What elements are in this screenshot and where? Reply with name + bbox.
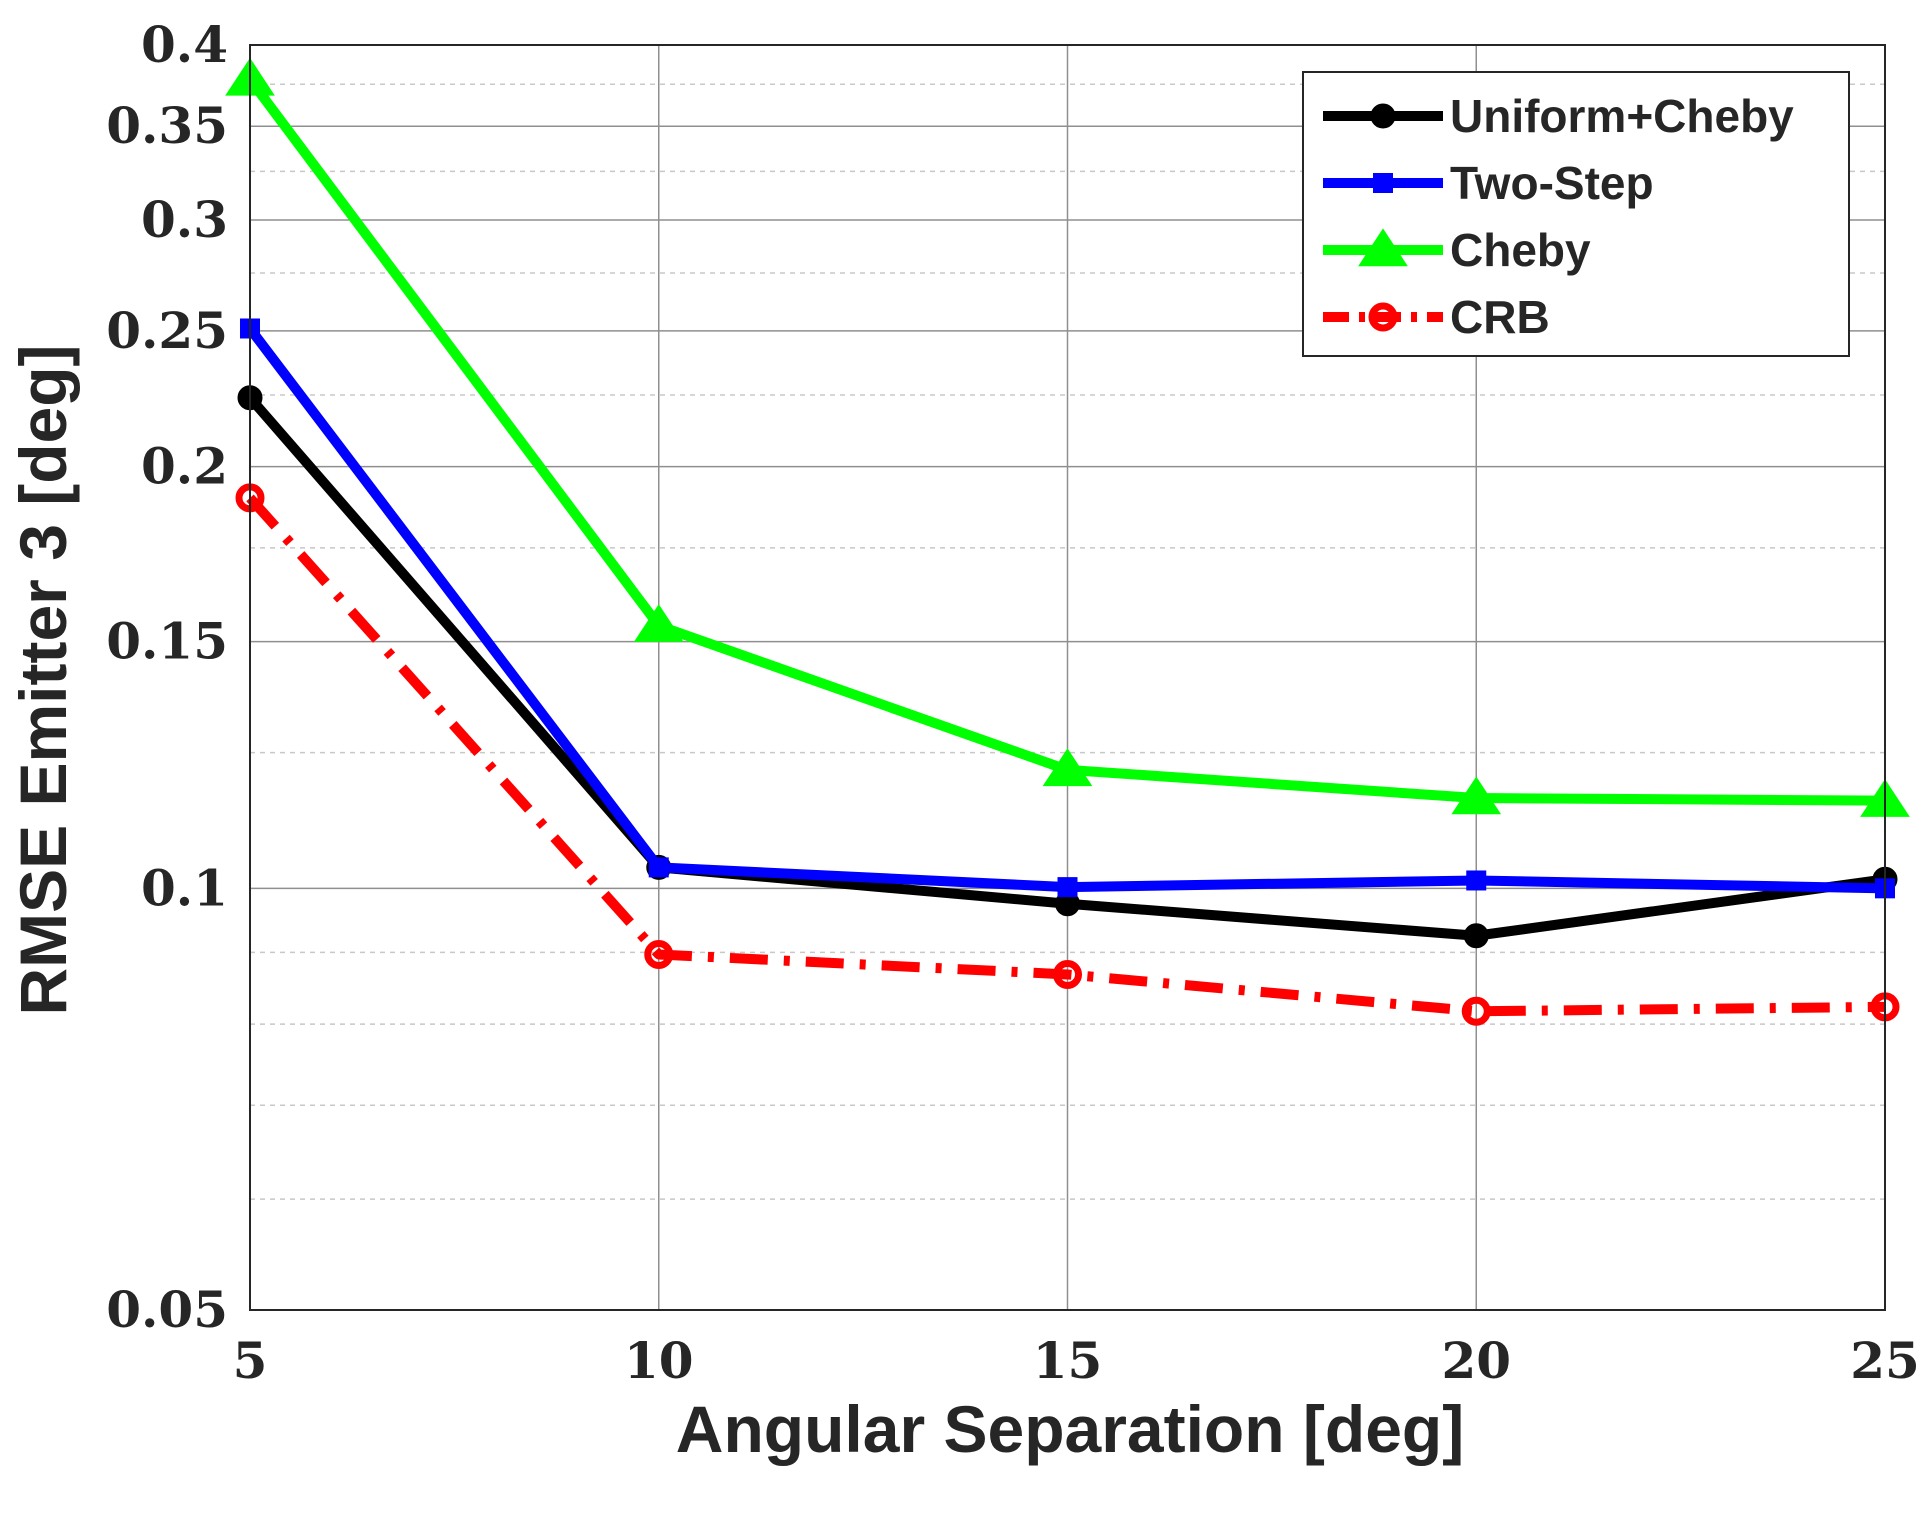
plot-series <box>225 57 1910 1026</box>
x-tick-label: 20 <box>1441 1331 1511 1390</box>
data-point <box>1042 748 1093 787</box>
y-tick-label: 0.2 <box>141 437 228 496</box>
y-axis-label: RMSE Emitter 3 [deg] <box>6 344 80 1015</box>
data-point <box>1373 173 1393 193</box>
y-tick-label: 0.1 <box>141 858 228 917</box>
data-point <box>1451 776 1502 815</box>
y-tick-label: 0.05 <box>106 1280 228 1339</box>
data-point <box>1466 870 1487 891</box>
data-point <box>1368 302 1398 332</box>
data-point <box>1057 877 1078 898</box>
y-tick-label: 0.4 <box>141 15 228 74</box>
data-point <box>644 939 674 969</box>
x-axis-label: Angular Separation [deg] <box>676 1392 1464 1466</box>
legend-label: CRB <box>1450 291 1550 343</box>
plot-frame <box>249 44 1886 1311</box>
legend-label: Cheby <box>1450 224 1591 276</box>
series-line <box>246 494 1886 1017</box>
data-point <box>1370 103 1396 129</box>
x-tick-label: 10 <box>624 1331 694 1390</box>
data-point <box>1461 996 1491 1026</box>
data-point <box>1053 959 1082 989</box>
legend-label: Two-Step <box>1450 157 1654 209</box>
data-point <box>633 604 684 642</box>
legend-item: Uniform+Cheby <box>1323 90 1794 142</box>
legend-label: Uniform+Cheby <box>1450 90 1794 142</box>
data-point <box>1358 228 1408 267</box>
legend-item: CRB <box>1323 291 1550 343</box>
x-tick-label: 25 <box>1850 1331 1920 1390</box>
y-tick-label: 0.35 <box>106 96 228 155</box>
legend-item: Cheby <box>1323 224 1591 276</box>
data-point <box>1463 923 1489 949</box>
y-tick-label: 0.25 <box>106 301 228 360</box>
series-two-step <box>240 318 1895 899</box>
legend: Uniform+Cheby Two-Step Cheby CRB <box>1302 71 1850 357</box>
x-tick-label: 15 <box>1033 1331 1103 1390</box>
legend-item: Two-Step <box>1323 157 1654 209</box>
y-tick-label: 0.3 <box>141 190 228 249</box>
data-point <box>648 857 669 878</box>
y-tick-label: 0.15 <box>106 612 228 671</box>
x-tick-label: 5 <box>233 1331 268 1390</box>
tick-labels: 5 10 15 20 25 0.05 0.1 0.15 0.2 0.25 0.3 0.35 0.4 <box>106 15 1920 1390</box>
